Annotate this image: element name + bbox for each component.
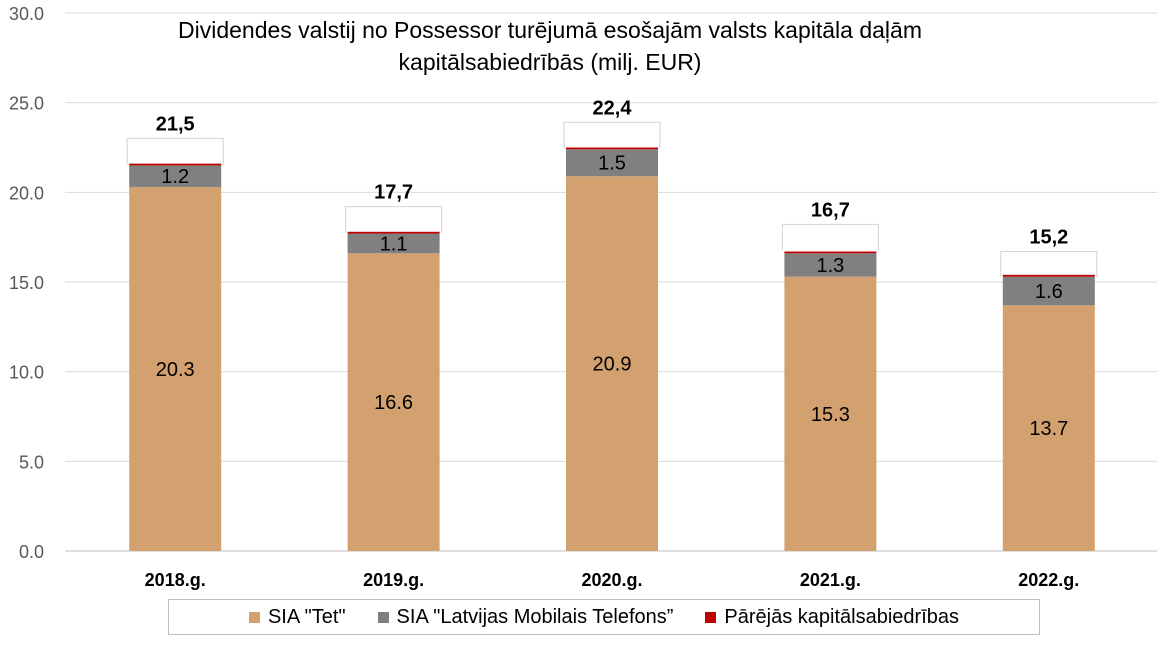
bar-segment: [347, 253, 440, 551]
data-label: 1.6: [1035, 281, 1063, 303]
data-label: 16.6: [374, 392, 413, 414]
y-tick-label: 30.0: [9, 4, 44, 24]
data-label: 20.9: [593, 354, 632, 376]
data-label: 1.5: [598, 153, 626, 175]
legend: SIA "Tet" SIA "Latvijas Mobilais Telefon…: [168, 599, 1040, 635]
data-label: 13.7: [1029, 418, 1068, 440]
bar-segment: [566, 147, 658, 150]
total-label: 17,7: [374, 182, 413, 204]
bar-segment: [784, 251, 877, 254]
bar-segment: [1002, 305, 1095, 551]
legend-item-tet: SIA "Tet": [248, 605, 346, 629]
y-tick-label: 5.0: [19, 452, 44, 472]
bar-segment: [129, 163, 222, 166]
data-label: 1.3: [816, 255, 844, 277]
x-tick-label: 2019.g.: [363, 570, 424, 590]
bar-segment: [784, 253, 877, 277]
x-tick-label: 2022.g.: [1018, 570, 1079, 590]
y-axis: 0.0 5.0 10.0 15.0 20.0 25.0 30.0: [9, 4, 44, 562]
x-tick-label: 2021.g.: [800, 570, 861, 590]
chart-title: Dividendes valstij no Possessor turējumā…: [150, 14, 950, 78]
legend-swatch-other: [705, 611, 717, 623]
bar-segment: [566, 176, 658, 551]
legend-label-lmt: SIA "Latvijas Mobilais Telefons”: [396, 605, 674, 628]
chart-title-line1: Dividendes valstij no Possessor turējumā…: [177, 17, 922, 43]
chart-title-line2: kapitālsabiedrībās (milj. EUR): [398, 49, 702, 75]
data-label: 20.3: [156, 359, 195, 381]
x-tick-label: 2020.g.: [581, 570, 642, 590]
bar-stack: 16.6 1.1 17,7: [345, 182, 443, 551]
data-label: 1.2: [161, 166, 189, 188]
y-tick-label: 10.0: [9, 363, 44, 383]
bar-segment: [566, 149, 658, 177]
legend-swatch-lmt: [377, 611, 389, 623]
bar-stack: 15.3 1.3 16,7: [781, 200, 879, 551]
bar-segment: [129, 186, 222, 551]
x-axis: 2018.g. 2019.g. 2020.g. 2021.g. 2022.g.: [145, 570, 1080, 590]
legend-swatch-tet: [248, 611, 260, 623]
total-bracket: [563, 121, 661, 149]
bar-stack: 20.9 1.5 22,4: [563, 97, 661, 551]
bar-segment: [129, 165, 222, 187]
y-tick-label: 25.0: [9, 94, 44, 114]
bar-stack: 13.7 1.6 15,2: [1000, 226, 1098, 551]
total-label: 21,5: [156, 113, 195, 135]
bar-segment: [1002, 274, 1095, 277]
bars: 20.3 1.2 21,5 16.6 1.1 17,7 20.9 1.5 22,4 15.3 1.3…: [126, 97, 1098, 551]
y-tick-label: 20.0: [9, 183, 44, 203]
bar-segment: [347, 231, 440, 234]
data-label: 15.3: [811, 404, 850, 426]
total-label: 16,7: [811, 200, 850, 222]
bar-segment: [347, 233, 440, 254]
total-label: 22,4: [593, 97, 633, 119]
total-label: 15,2: [1029, 226, 1068, 248]
data-label: 1.1: [380, 233, 408, 255]
y-tick-label: 15.0: [9, 273, 44, 293]
bar-segment: [1002, 276, 1095, 306]
total-bracket: [1000, 250, 1098, 278]
y-tick-label: 0.0: [19, 542, 44, 562]
legend-item-lmt: SIA "Latvijas Mobilais Telefons”: [377, 605, 674, 629]
x-tick-label: 2018.g.: [145, 570, 206, 590]
total-bracket: [345, 205, 443, 233]
legend-item-other: Pārējās kapitālsabiedrības: [705, 606, 959, 629]
bar-stack: 20.3 1.2 21,5: [126, 113, 224, 551]
legend-label-tet: SIA "Tet": [267, 605, 346, 628]
total-bracket: [781, 223, 879, 251]
bar-segment: [784, 276, 877, 551]
legend-label-other: Pārējās kapitālsabiedrības: [724, 605, 960, 628]
total-bracket: [126, 137, 224, 165]
